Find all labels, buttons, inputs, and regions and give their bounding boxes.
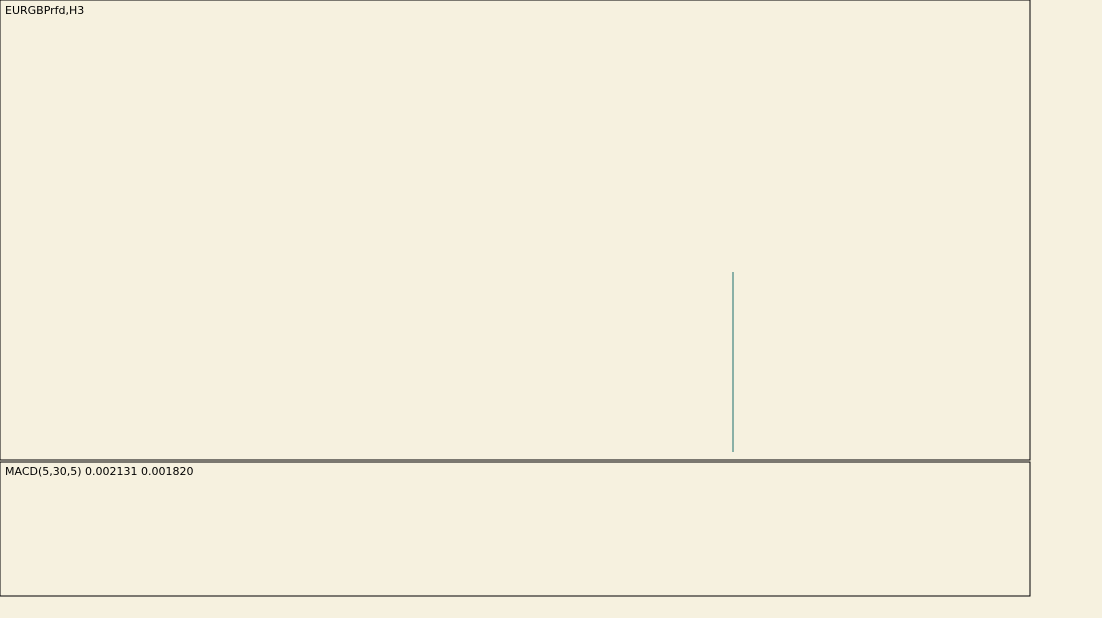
- macd-label: MACD(5,30,5) 0.002131 0.001820: [5, 465, 194, 478]
- macd-pane-border: [0, 461, 1031, 597]
- chart-title: EURGBPrfd,H3: [5, 4, 84, 17]
- price-pane-border: [0, 0, 1031, 461]
